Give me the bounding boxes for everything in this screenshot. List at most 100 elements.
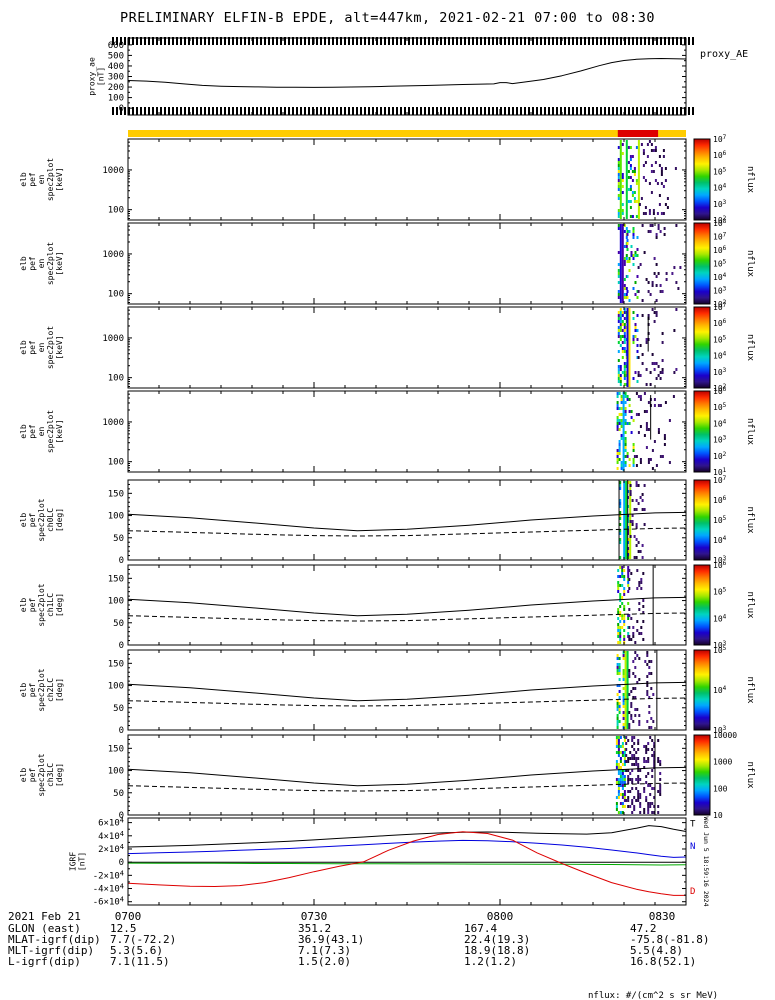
- colorbar-unit-label: nflux: [745, 591, 755, 619]
- mlat-value: 7.7(-72.2): [110, 933, 177, 946]
- svg-text:105: 105: [713, 645, 727, 655]
- panel-frame: [127, 390, 687, 473]
- svg-text:150: 150: [108, 744, 124, 754]
- svg-text:400: 400: [108, 62, 124, 72]
- svg-text:105: 105: [713, 259, 727, 269]
- svg-text:102: 102: [713, 451, 727, 461]
- panel-pitch-angle-2: 0 50 100 150 elbpefspec2plotch2LC[deg] 105 104…: [19, 645, 755, 736]
- lshell-value: 1.5(2.0): [298, 955, 351, 968]
- svg-text:104: 104: [713, 351, 727, 361]
- igrf-series-T: [127, 825, 687, 848]
- igrf-series-D: [127, 831, 686, 896]
- svg-text:106: 106: [713, 318, 727, 328]
- svg-text:0: 0: [119, 104, 124, 114]
- svg-text:103: 103: [713, 435, 727, 445]
- panel-energy-spec-0: 100 1000 elbpefenspec2plot[keV] 107 106 105 10…: [19, 134, 755, 225]
- svg-text:0: 0: [119, 641, 124, 651]
- colorbar-unit-label: nflux: [745, 166, 755, 194]
- colorbar-unit-label: nflux: [745, 506, 755, 534]
- glon-value: 167.4: [464, 922, 498, 935]
- svg-text:107: 107: [713, 232, 727, 242]
- svg-text:103: 103: [713, 286, 727, 296]
- svg-text:50: 50: [113, 619, 124, 629]
- svg-text:106: 106: [713, 560, 727, 570]
- panel-energy-spec-1: 100 1000 elbpefenspec2plot[keV] 108 107 106 10…: [19, 218, 755, 309]
- igrf-series-N: [127, 839, 687, 858]
- panel-frame: [127, 37, 687, 116]
- svg-text:106: 106: [713, 386, 727, 396]
- tick-label: 0800: [486, 910, 514, 923]
- glon-value: 12.5: [110, 922, 137, 935]
- tick-label: 0830: [648, 910, 676, 923]
- igrf-series-E: [127, 862, 687, 866]
- svg-text:104: 104: [713, 418, 727, 428]
- svg-text:105: 105: [713, 587, 727, 597]
- losscone-curve: [127, 511, 687, 532]
- svg-text:0: 0: [119, 726, 124, 736]
- panel-frame: [127, 306, 687, 389]
- row-label-lshell: L-igrf(dip): [8, 955, 81, 968]
- colorbar-unit-label: nflux: [745, 418, 755, 446]
- svg-text:101: 101: [713, 467, 727, 477]
- mlat-value: 22.4(19.3): [464, 933, 531, 946]
- svg-text:103: 103: [713, 555, 727, 565]
- lshell-value: 7.1(11.5): [110, 955, 170, 968]
- svg-text:105: 105: [713, 334, 727, 344]
- panel-frame: [127, 138, 687, 221]
- colorbar-gradient: [694, 139, 710, 220]
- orbit-bar-band: [128, 130, 686, 137]
- tick-label: 0730: [300, 910, 328, 923]
- svg-text:100: 100: [108, 458, 124, 468]
- mlat-value: -75.8(-81.8): [630, 933, 710, 946]
- tick-label: 0700: [114, 910, 142, 923]
- colorbar-unit-label: nflux: [745, 761, 755, 789]
- svg-text:-6×104: -6×104: [93, 896, 124, 908]
- proxy-ae-ylabel: proxy_ae[nT]: [88, 57, 106, 96]
- glon-value: 351.2: [298, 922, 332, 935]
- mlat-value: 36.9(43.1): [298, 933, 365, 946]
- igrf-series-label-T: T: [690, 819, 696, 829]
- svg-text:100: 100: [108, 512, 124, 522]
- mlt-value: 7.1(7.3): [298, 944, 351, 957]
- energy-spec-ylabel: elbpefenspec2plot[keV]: [19, 242, 64, 286]
- svg-text:104: 104: [713, 535, 727, 545]
- svg-text:103: 103: [713, 367, 727, 377]
- row-label-mlt: MLT-igrf(dip): [8, 944, 95, 957]
- colorbar-gradient: [694, 650, 710, 730]
- svg-text:104: 104: [713, 183, 727, 193]
- svg-text:107: 107: [713, 302, 727, 312]
- lshell-value: 16.8(52.1): [630, 955, 697, 968]
- axis-tick-row: 2021 Feb 21 0700 0730 0800 0830: [0, 910, 775, 923]
- svg-text:106: 106: [713, 495, 727, 505]
- panel-pitch-angle-0: 0 50 100 150 elbpefspec2plotch0LC[deg] 107 106…: [19, 475, 755, 566]
- svg-text:300: 300: [108, 73, 124, 83]
- losscone-curve: [127, 596, 687, 617]
- igrf-ylabel: IGRF[nT]: [69, 852, 87, 871]
- svg-text:-2×104: -2×104: [93, 869, 124, 881]
- panel-frame: [127, 222, 687, 305]
- pitch-angle-ylabel: elbpefspec2plotch0LC[deg]: [19, 498, 64, 542]
- mlat-row: MLAT-igrf(dip) 7.7(-72.2) 36.9(43.1) 22.…: [0, 933, 775, 946]
- colorbar-unit-label: nflux: [745, 676, 755, 704]
- svg-text:200: 200: [108, 83, 124, 93]
- svg-text:100: 100: [108, 597, 124, 607]
- colorbar-gradient: [694, 391, 710, 472]
- energy-spec-ylabel: elbpefenspec2plot[keV]: [19, 410, 64, 454]
- svg-text:107: 107: [713, 475, 727, 485]
- losscone-curve: [127, 681, 687, 702]
- page-title: PRELIMINARY ELFIN-B EPDE, alt=447km, 202…: [120, 10, 655, 26]
- pitch-angle-ylabel: elbpefspec2plotch1LC[deg]: [19, 583, 64, 627]
- panel-frame: [127, 817, 687, 906]
- svg-text:10000: 10000: [713, 731, 737, 740]
- svg-text:1000: 1000: [102, 418, 124, 428]
- svg-text:106: 106: [713, 245, 727, 255]
- panel-pitch-angle-3: 0 50 100 150 elbpefspec2plotch3LC[deg] 10000 1…: [19, 731, 755, 821]
- svg-text:10: 10: [713, 811, 723, 820]
- svg-text:100: 100: [108, 94, 124, 104]
- svg-text:0: 0: [119, 556, 124, 566]
- svg-text:104: 104: [713, 272, 727, 282]
- colorbar-gradient: [694, 480, 710, 560]
